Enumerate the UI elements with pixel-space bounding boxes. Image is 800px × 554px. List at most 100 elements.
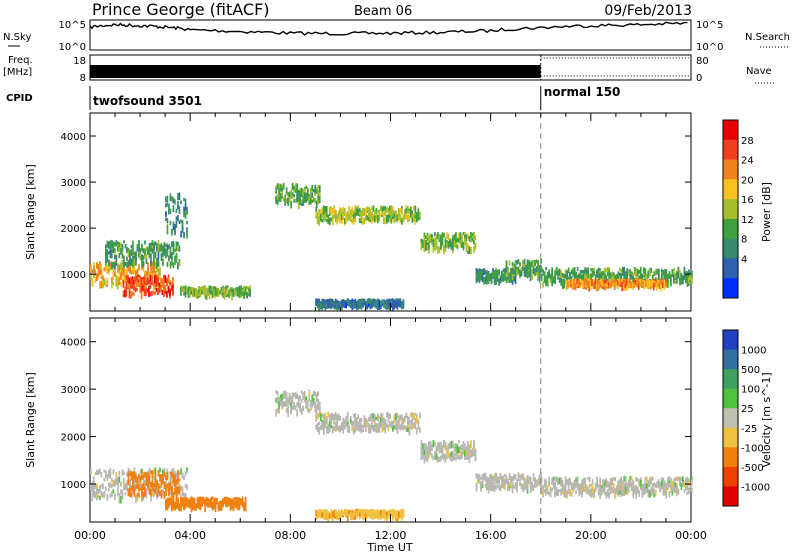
- echo-cell: [249, 285, 251, 294]
- echo-cell: [334, 511, 337, 517]
- echo-cell: [345, 212, 348, 221]
- echo-cell: [365, 509, 367, 517]
- echo-cell: [343, 211, 346, 217]
- echo-cell: [662, 482, 665, 490]
- echo-cell: [381, 412, 384, 419]
- echo-cell: [399, 414, 402, 421]
- echo-cell: [399, 510, 402, 517]
- echo-cell: [279, 394, 282, 399]
- echo-cell: [567, 478, 570, 484]
- echo-cell: [322, 511, 325, 520]
- echo-cell: [287, 397, 289, 404]
- colorbar-tick-label: 28: [741, 136, 754, 147]
- echo-cell: [247, 290, 250, 294]
- echo-cell: [423, 450, 426, 456]
- echo-cell: [474, 235, 477, 240]
- echo-cell: [525, 272, 527, 278]
- echo-cell: [148, 275, 151, 280]
- echo-cell: [465, 234, 468, 242]
- echo-cell: [125, 280, 128, 288]
- echo-cell: [127, 282, 129, 288]
- echo-cell: [145, 285, 147, 289]
- echo-cell: [534, 260, 536, 265]
- echo-cell: [662, 270, 665, 276]
- echo-cell: [162, 474, 164, 480]
- echo-cell: [462, 450, 465, 455]
- echo-cell: [120, 272, 122, 280]
- echo-cell: [554, 274, 556, 282]
- echo-cell: [484, 275, 487, 282]
- echo-cell: [647, 491, 650, 498]
- echo-cell: [315, 300, 318, 306]
- echo-cell: [471, 237, 474, 241]
- echo-cell: [475, 473, 478, 479]
- echo-cell: [560, 488, 562, 493]
- echo-cell: [441, 445, 444, 453]
- echo-cell: [513, 476, 515, 481]
- echo-cell: [664, 485, 666, 492]
- echo-cell: [487, 484, 490, 489]
- echo-cell: [184, 492, 187, 497]
- echo-cell: [420, 243, 423, 250]
- echo-cell: [300, 187, 303, 195]
- echo-cell: [125, 276, 128, 280]
- echo-cell: [417, 215, 420, 220]
- echo-cell: [480, 486, 482, 492]
- echo-cell: [637, 282, 640, 290]
- echo-cell: [372, 512, 375, 520]
- echo-cell: [534, 268, 536, 276]
- echo-cell: [154, 283, 157, 290]
- echo-cell: [663, 281, 666, 289]
- echo-cell: [290, 407, 292, 415]
- echo-cell: [405, 207, 408, 214]
- echo-cell: [129, 472, 131, 476]
- echo-cell: [449, 454, 451, 459]
- echo-cell: [172, 226, 175, 231]
- echo-cell: [112, 282, 115, 286]
- echo-cell: [411, 418, 414, 425]
- echo-cell: [324, 206, 327, 213]
- echo-cell: [318, 406, 321, 414]
- echo-cell: [392, 509, 394, 515]
- echo-cell: [689, 273, 692, 281]
- echo-cell: [561, 479, 564, 485]
- echo-cell: [322, 414, 325, 420]
- echo-cell: [311, 188, 314, 192]
- echo-cell: [106, 494, 109, 501]
- echo-cell: [163, 246, 166, 250]
- echo-cell: [118, 495, 121, 504]
- echo-cell: [383, 417, 385, 425]
- echo-cell: [428, 453, 430, 459]
- echo-cell: [169, 471, 172, 475]
- echo-cell: [365, 214, 367, 221]
- echo-cell: [201, 498, 203, 506]
- echo-cell: [240, 500, 242, 504]
- echo-cell: [557, 270, 559, 276]
- echo-cell: [374, 299, 376, 307]
- echo-cell: [174, 480, 176, 485]
- echo-cell: [396, 419, 399, 427]
- echo-cell: [389, 217, 391, 223]
- echo-cell: [336, 213, 339, 220]
- echo-cell: [459, 237, 462, 242]
- echo-cell: [526, 268, 529, 273]
- echo-cell: [554, 477, 556, 481]
- echo-cell: [635, 268, 638, 272]
- echo-cell: [365, 513, 367, 519]
- echo-cell: [228, 497, 230, 503]
- colorbar-cell: [723, 120, 738, 141]
- echo-cell: [151, 261, 154, 268]
- echo-cell: [609, 282, 612, 289]
- echo-cell: [642, 274, 645, 278]
- echo-cell: [195, 288, 197, 295]
- echo-cell: [471, 232, 474, 237]
- echo-cell: [413, 215, 415, 222]
- echo-cell: [106, 240, 109, 245]
- echo-cell: [306, 404, 309, 412]
- echo-cell: [563, 280, 565, 289]
- echo-cell: [585, 269, 588, 276]
- echo-cell: [621, 283, 624, 291]
- y-tick-label: 3000: [61, 178, 86, 189]
- echo-cell: [648, 490, 651, 498]
- echo-cell: [560, 477, 562, 485]
